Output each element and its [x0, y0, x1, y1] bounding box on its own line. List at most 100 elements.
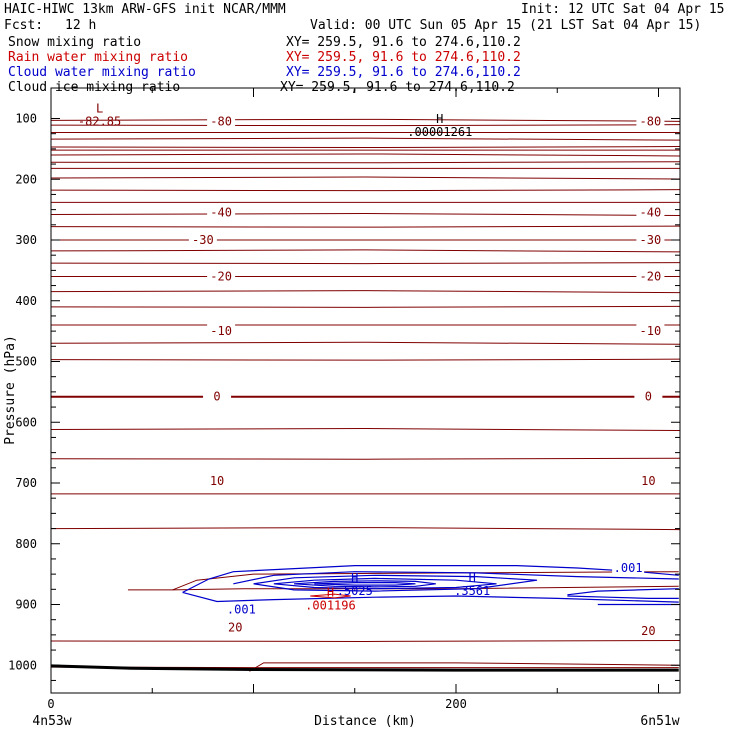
- temperature-label: 20: [641, 624, 655, 638]
- isotherm: [50, 124, 681, 127]
- valid-time: Valid: 00 UTC Sun 05 Apr 15 (21 LST Sat …: [310, 18, 702, 33]
- isotherm: [50, 305, 681, 308]
- label-backdrop: [634, 389, 663, 403]
- label-backdrop: [636, 114, 665, 128]
- isotherm: [50, 161, 681, 164]
- y-tick-label: 900: [15, 598, 37, 612]
- isotherm: [50, 457, 681, 460]
- cloud-water-contour: [233, 571, 679, 585]
- y-tick-label: 100: [15, 112, 37, 126]
- label-backdrop: [636, 269, 665, 283]
- y-tick-label: 800: [15, 537, 37, 551]
- isotherm: [50, 639, 681, 642]
- isotherm: [50, 341, 681, 345]
- rain-water-contour: [310, 593, 351, 599]
- temperature-label: -40: [210, 206, 232, 220]
- cloud-water-contour: [567, 595, 679, 599]
- isotherm: [172, 571, 679, 591]
- y-tick-label: 700: [15, 476, 37, 490]
- forecast-label: Fcst:: [4, 18, 44, 33]
- isotherm-lines: [50, 118, 681, 672]
- isotherm: [50, 212, 681, 216]
- plot-frame: [50, 87, 681, 694]
- extremum-marker: H: [351, 571, 358, 585]
- label-backdrop: [636, 205, 665, 219]
- label-backdrop: [634, 474, 663, 488]
- extremum-value: .00001261: [407, 125, 472, 139]
- temperature-label: 10: [641, 474, 655, 488]
- label-backdrop: [612, 561, 645, 575]
- isotherm: [50, 262, 681, 265]
- label-backdrop: [634, 624, 663, 638]
- temperature-label: 20: [228, 621, 242, 635]
- cloud-water-contour: [253, 574, 538, 592]
- legend-snow-xy: XY= 259.5, 91.6 to 274.6,110.2: [286, 35, 521, 50]
- label-backdrop: [203, 389, 232, 403]
- extremum-marker: H: [469, 571, 476, 585]
- legend-cloud-water-xy: XY= 259.5, 91.6 to 274.6,110.2: [286, 65, 521, 80]
- isotherm: [50, 527, 681, 531]
- cloud-water-contour: [293, 580, 436, 588]
- y-tick-label: 500: [15, 355, 37, 369]
- y-tick-label: 200: [15, 172, 37, 186]
- isotherm: [50, 146, 681, 149]
- y-tick-label: 400: [15, 294, 37, 308]
- cloud-water-label: .001: [614, 561, 643, 575]
- temperature-label: -40: [640, 206, 662, 220]
- label-backdrop: [207, 324, 236, 338]
- init-time: Init: 12 UTC Sat 04 Apr 15: [521, 2, 725, 17]
- isotherm: [249, 662, 679, 672]
- temperature-label: -20: [640, 269, 662, 283]
- chart-title: HAIC-HIWC 13km ARW-GFS init NCAR/MMM: [4, 2, 286, 17]
- cloud-water-contour: [314, 582, 416, 586]
- cloud-water-label: .001: [227, 602, 256, 616]
- legend-rain-xy: XY= 259.5, 91.6 to 274.6,110.2: [286, 50, 521, 65]
- isotherm: [50, 137, 681, 141]
- x-tick-label: 200: [445, 697, 467, 711]
- temperature-label: 0: [213, 390, 220, 404]
- extremum-marker: H: [436, 112, 443, 126]
- isotherm: [50, 290, 681, 294]
- label-backdrop: [207, 269, 236, 283]
- isotherm: [50, 153, 681, 157]
- y-tick-label: 300: [15, 233, 37, 247]
- label-backdrop: [636, 324, 665, 338]
- temperature-label: -80: [640, 115, 662, 129]
- cloud-water-contours: [182, 565, 679, 606]
- label-backdrop: [636, 233, 665, 246]
- isotherm: [127, 585, 679, 591]
- temperature-label: -30: [640, 233, 662, 247]
- label-backdrop: [207, 205, 236, 219]
- cloud-water-contour: [567, 588, 679, 596]
- temperature-label: -30: [192, 233, 214, 247]
- rain-water-contours: [310, 593, 351, 599]
- x-tick-label: 0: [47, 697, 54, 711]
- legend-rain-label: Rain water mixing ratio: [8, 50, 189, 65]
- forecast-value: 12 h: [65, 18, 97, 33]
- extremum-value: -82.85: [78, 114, 121, 128]
- label-backdrop: [203, 474, 232, 488]
- surface-line: [50, 664, 679, 672]
- temperature-label: -10: [640, 324, 662, 338]
- label-backdrop: [188, 233, 217, 246]
- legend-cloud-water-label: Cloud water mixing ratio: [8, 65, 196, 80]
- x-axis-label: Distance (km): [314, 714, 416, 729]
- legend-snow-label: Snow mixing ratio: [8, 35, 142, 50]
- isotherm: [50, 358, 681, 361]
- extremum-marker: H: [327, 586, 334, 600]
- isotherm: [50, 189, 681, 192]
- y-tick-label: 600: [15, 415, 37, 429]
- cloud-water-contour: [182, 591, 679, 603]
- isotherm: [50, 428, 681, 432]
- isotherm: [50, 176, 681, 180]
- temperature-label: -80: [210, 115, 232, 129]
- label-backdrop: [221, 620, 250, 634]
- isotherm: [50, 249, 681, 253]
- temperature-label: 0: [645, 390, 652, 404]
- extremum-value: .5025: [337, 584, 373, 598]
- x-end-label: 6n51w: [640, 714, 679, 729]
- surface-line: [50, 664, 679, 672]
- y-axis-label: Pressure (hPa): [3, 335, 18, 445]
